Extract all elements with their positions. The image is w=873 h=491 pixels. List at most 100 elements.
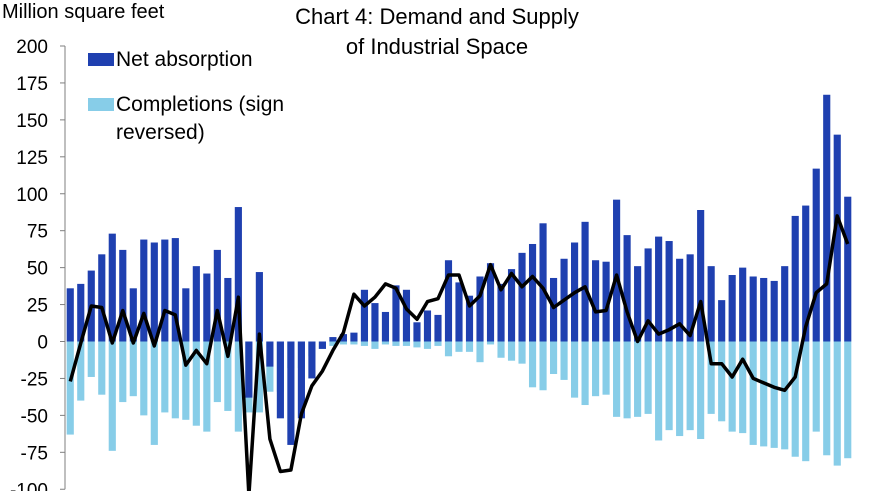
- net-absorption-bar: [66, 288, 74, 342]
- completions-bar: [728, 341, 736, 432]
- net-absorption-bar: [728, 275, 736, 342]
- completions-bar: [781, 341, 789, 450]
- net-absorption-bar: [318, 341, 326, 349]
- y-tick-label: 100: [16, 185, 48, 206]
- y-tick-label: -25: [21, 369, 48, 390]
- net-absorption-bar: [686, 254, 694, 342]
- net-absorption-bar: [371, 303, 379, 342]
- completions-bar: [150, 341, 158, 445]
- net-absorption-bar: [739, 267, 747, 342]
- net-absorption-bar: [812, 168, 820, 342]
- net-absorption-bar: [350, 332, 358, 342]
- y-tick-label: 200: [16, 37, 48, 58]
- completions-bar: [665, 341, 673, 431]
- completions-bar: [98, 341, 106, 395]
- net-absorption-bar: [266, 341, 274, 367]
- net-absorption-bar: [707, 266, 715, 342]
- completions-bar: [613, 341, 621, 417]
- completions-bar: [203, 341, 211, 432]
- completions-bar: [549, 341, 558, 375]
- net-absorption-bar: [444, 260, 453, 342]
- completions-bar: [655, 341, 663, 441]
- net-absorption-bar: [192, 266, 200, 342]
- completions-bar: [718, 341, 726, 422]
- completions-bar: [129, 341, 137, 397]
- net-absorption-bar: [613, 199, 621, 342]
- net-absorption-bar: [255, 272, 263, 342]
- completions-bar: [560, 341, 568, 380]
- net-absorption-bar: [760, 277, 768, 342]
- net-absorption-bar: [497, 283, 505, 342]
- net-absorption-bar: [213, 249, 221, 342]
- completions-bar: [339, 341, 347, 345]
- net-absorption-bar: [287, 341, 295, 445]
- completions-bar: [108, 341, 116, 451]
- completions-bar: [623, 341, 631, 419]
- net-absorption-bar: [423, 310, 432, 342]
- y-tick-label: 0: [37, 333, 48, 354]
- net-absorption-bar: [392, 285, 400, 342]
- completions-bar: [812, 341, 820, 432]
- completions-bar: [434, 341, 442, 346]
- series-line: [68, 214, 850, 491]
- completions-bar: [644, 341, 652, 414]
- legend-swatch-completions: [88, 98, 114, 111]
- completions-bars: [66, 341, 852, 466]
- net-absorption-bar: [823, 94, 831, 342]
- completions-bar: [791, 341, 799, 457]
- net-absorption-bar: [592, 260, 600, 342]
- net-absorption-bar: [539, 223, 547, 342]
- completions-bar: [676, 341, 684, 437]
- net-absorption-bar: [203, 273, 211, 342]
- net-absorption-bar: [549, 277, 558, 342]
- net-absorption-bar: [655, 236, 663, 342]
- completions-bar: [760, 341, 768, 447]
- completions-bar: [87, 341, 95, 377]
- net-absorption-bar: [245, 341, 253, 398]
- net-absorption-bar: [360, 289, 369, 342]
- completions-bar: [571, 341, 579, 398]
- completions-bar: [381, 341, 390, 345]
- net-absorption-bar: [339, 334, 347, 342]
- completions-bar: [539, 341, 547, 391]
- net-absorption-bar: [791, 215, 799, 342]
- y-tick-label: 50: [27, 259, 48, 280]
- net-absorption-bar: [581, 221, 589, 342]
- completions-bar: [213, 341, 221, 403]
- completions-bar: [413, 341, 421, 348]
- completions-bar: [66, 341, 74, 435]
- net-absorption-bar: [381, 311, 390, 342]
- legend-label-completions-line2: reversed): [116, 121, 205, 144]
- net-absorption-bar: [802, 205, 810, 342]
- net-absorption-bar: [833, 134, 841, 342]
- net-absorption-bar: [781, 266, 789, 342]
- completions-bar: [119, 341, 127, 403]
- completions-bar: [329, 341, 337, 346]
- y-tick-label: -75: [21, 443, 48, 464]
- completions-bar: [192, 341, 200, 426]
- net-absorption-bar: [770, 280, 778, 342]
- completions-bar: [392, 341, 400, 346]
- completions-bar: [518, 341, 526, 364]
- net-absorption-bar: [528, 243, 537, 342]
- net-absorption-bar: [486, 263, 495, 342]
- net-absorption-bar: [308, 341, 316, 379]
- net-absorption-bar: [276, 341, 284, 419]
- y-tick-label: 175: [16, 74, 48, 95]
- completions-bar: [171, 341, 179, 419]
- completions-bar: [844, 341, 852, 459]
- completions-bar: [77, 341, 85, 401]
- net-absorption-bar: [697, 210, 705, 342]
- completions-bar: [255, 341, 263, 413]
- y-tick-label: 150: [16, 111, 48, 132]
- completions-bar: [182, 341, 190, 420]
- net-absorption-bar: [518, 252, 526, 342]
- net-absorption-bar: [297, 341, 305, 419]
- net-absorption-bar: [98, 254, 106, 342]
- completions-bar: [749, 341, 757, 445]
- legend: Net absorption Completions (sign reverse…: [88, 48, 284, 144]
- completions-bar: [497, 341, 505, 358]
- net-absorption-bar: [77, 283, 85, 342]
- completions-bar: [140, 341, 148, 416]
